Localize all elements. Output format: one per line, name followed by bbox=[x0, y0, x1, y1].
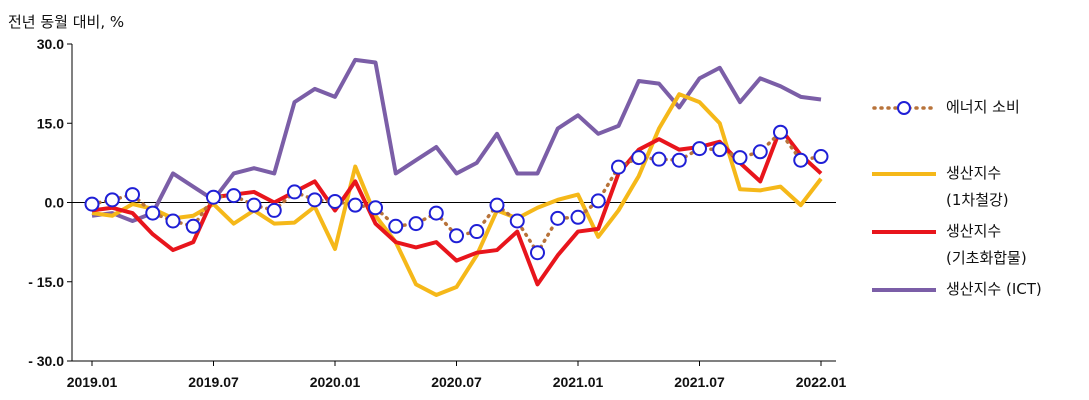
legend-item-ict: 생산지수 (ICT) bbox=[868, 278, 1083, 318]
energy-data-point bbox=[530, 245, 545, 261]
x-tick-label: 2022.01 bbox=[796, 374, 847, 390]
legend-label-steel: 생산지수 bbox=[946, 164, 1002, 182]
energy-data-point bbox=[246, 197, 262, 213]
energy-data-point bbox=[287, 184, 302, 200]
energy-data-point bbox=[813, 149, 829, 165]
energy-data-point bbox=[773, 124, 788, 140]
energy-data-point bbox=[165, 213, 181, 229]
energy-data-point bbox=[428, 205, 444, 221]
energy-data-point bbox=[84, 196, 100, 212]
x-tick-label: 2021.01 bbox=[553, 374, 604, 390]
energy-data-point bbox=[631, 150, 647, 166]
energy-data-point bbox=[266, 202, 282, 218]
x-tick-label: 2020.01 bbox=[310, 374, 361, 390]
legend-label-chem: 생산지수 bbox=[946, 222, 1002, 240]
energy-data-point bbox=[125, 187, 140, 203]
legend-swatch-chem bbox=[872, 230, 936, 234]
series-line-steel bbox=[91, 92, 823, 297]
energy-data-point bbox=[327, 193, 343, 209]
legend-swatch-ict bbox=[872, 288, 936, 292]
energy-data-point bbox=[347, 197, 363, 213]
energy-data-point bbox=[793, 152, 809, 168]
y-tick-label: - 15.0 bbox=[28, 274, 64, 290]
energy-data-point bbox=[449, 228, 464, 244]
series-line-ict bbox=[91, 57, 822, 223]
energy-data-point bbox=[226, 188, 242, 204]
energy-data-point bbox=[550, 210, 566, 226]
x-tick-label: 2019.01 bbox=[67, 374, 118, 390]
legend-item-energy: 에너지 소비 bbox=[868, 96, 1083, 162]
x-tick-label: 2021.07 bbox=[674, 374, 725, 390]
energy-data-point bbox=[185, 218, 201, 234]
energy-data-point bbox=[692, 141, 707, 157]
legend-item-steel: 생산지수 (1차철강) bbox=[868, 162, 1083, 220]
legend-sublabel-steel: (1차철강) bbox=[946, 191, 1009, 209]
energy-data-point bbox=[145, 205, 161, 221]
legend-label-ict: 생산지수 (ICT) bbox=[946, 280, 1042, 298]
y-tick-label: 15.0 bbox=[37, 115, 64, 131]
energy-data-point bbox=[469, 224, 485, 240]
x-tick-label: 2020.07 bbox=[431, 374, 482, 390]
y-tick-label: 0.0 bbox=[45, 195, 65, 211]
energy-data-point bbox=[752, 144, 768, 160]
energy-data-point bbox=[104, 192, 120, 208]
y-axis-unit-label: 전년 동월 대비, % bbox=[8, 13, 125, 31]
y-tick-label: 30.0 bbox=[37, 36, 64, 52]
energy-data-point bbox=[368, 200, 383, 216]
energy-data-point bbox=[671, 152, 687, 168]
legend-label-energy: 에너지 소비 bbox=[946, 98, 1020, 116]
legend-item-chem: 생산지수 (기초화합물) bbox=[868, 220, 1083, 278]
legend-swatch-energy bbox=[872, 101, 936, 115]
x-tick-label: 2019.07 bbox=[188, 374, 239, 390]
legend-sublabel-chem: (기초화합물) bbox=[946, 249, 1027, 267]
chart-legend: 에너지 소비 생산지수 (1차철강) 생산지수 (기초화합물) 생산지수 (IC… bbox=[868, 96, 1083, 318]
energy-data-point bbox=[408, 216, 424, 232]
energy-data-point bbox=[611, 159, 626, 175]
energy-data-point bbox=[590, 193, 606, 209]
legend-swatch-steel bbox=[872, 172, 936, 176]
energy-data-point bbox=[651, 151, 667, 167]
energy-data-point bbox=[732, 150, 748, 166]
energy-data-point bbox=[206, 189, 221, 205]
series-line-chem bbox=[91, 126, 823, 287]
energy-data-point bbox=[388, 218, 404, 234]
energy-data-point bbox=[570, 209, 586, 225]
energy-data-point bbox=[489, 197, 505, 213]
energy-data-point bbox=[712, 142, 728, 158]
energy-data-point bbox=[307, 192, 323, 208]
y-tick-label: - 30.0 bbox=[28, 353, 64, 369]
energy-data-point bbox=[509, 213, 525, 229]
